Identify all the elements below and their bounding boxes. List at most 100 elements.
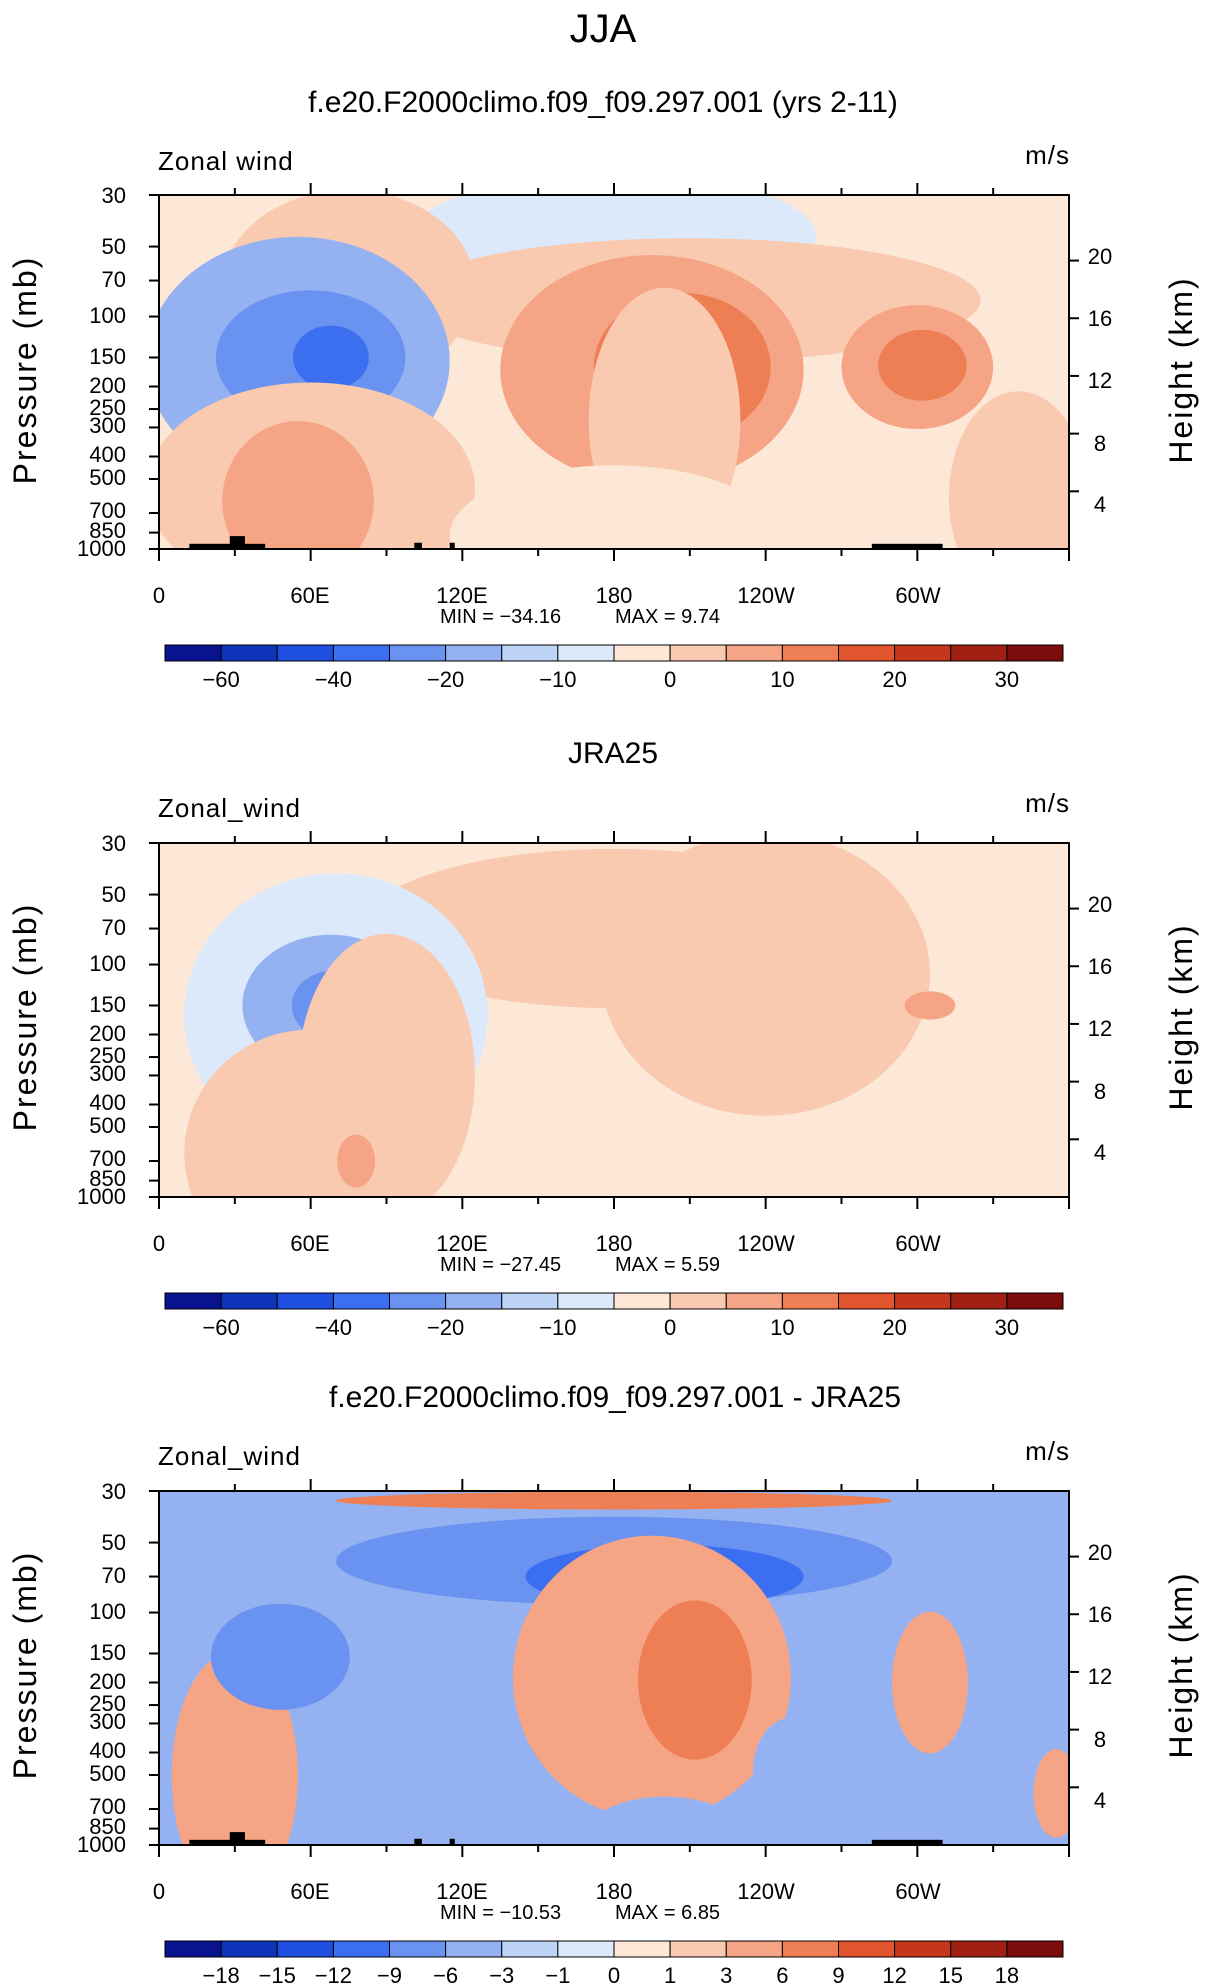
colorbar-label: −1 bbox=[545, 1963, 570, 1987]
colorbar-swatch bbox=[613, 1940, 671, 1958]
plot-area bbox=[149, 1479, 1079, 1857]
colorbar-swatch bbox=[389, 644, 447, 662]
variable-label: Zonal_wind bbox=[158, 1441, 301, 1471]
contour-region bbox=[335, 1491, 893, 1510]
colorbar-swatch bbox=[613, 1292, 671, 1310]
colorbar-label: −40 bbox=[315, 667, 352, 692]
colorbar-swatch bbox=[950, 1940, 1008, 1958]
contour-region bbox=[601, 843, 930, 1116]
colorbar-label: 3 bbox=[720, 1963, 732, 1987]
height-tick: 16 bbox=[1088, 1602, 1112, 1627]
colorbar-label: −40 bbox=[315, 1315, 352, 1340]
longitude-tick: 180 bbox=[596, 1879, 633, 1904]
pressure-tick: 50 bbox=[102, 1530, 126, 1555]
colorbar-swatch bbox=[781, 644, 839, 662]
colorbar-label: −9 bbox=[377, 1963, 402, 1987]
pressure-tick: 70 bbox=[102, 267, 126, 292]
height-axis-label: Height (km) bbox=[1163, 1571, 1199, 1758]
colorbar-swatch bbox=[781, 1940, 839, 1958]
contour-region bbox=[337, 1134, 376, 1188]
colorbar-swatch bbox=[164, 1940, 222, 1958]
pressure-tick-labels: 30 50 70 100 150 200 250 300 400 500 700… bbox=[77, 831, 126, 1209]
panel-title: f.e20.F2000climo.f09_f09.297.001 (yrs 2-… bbox=[308, 86, 898, 119]
pressure-tick: 100 bbox=[89, 951, 126, 976]
longitude-tick-labels: 0 60E 120E 180 120W 60W bbox=[153, 583, 941, 608]
contour-region bbox=[449, 465, 779, 549]
pressure-tick: 300 bbox=[89, 413, 126, 438]
colorbar-swatch bbox=[332, 1292, 390, 1310]
pressure-tick: 400 bbox=[89, 1090, 126, 1115]
colorbar-swatch bbox=[1006, 1292, 1064, 1310]
colorbar-swatch bbox=[725, 1940, 783, 1958]
colorbar-swatch bbox=[445, 1292, 503, 1310]
colorbar-swatch bbox=[220, 644, 278, 662]
colorbar-swatch bbox=[950, 1292, 1008, 1310]
colorbar-swatch bbox=[557, 644, 615, 662]
plot-area bbox=[149, 183, 1079, 561]
longitude-tick: 120W bbox=[737, 583, 795, 608]
colorbar-swatch bbox=[950, 644, 1008, 662]
pressure-tick: 850 bbox=[89, 1166, 126, 1191]
colorbar-swatch bbox=[332, 644, 390, 662]
colorbar-swatch bbox=[1006, 1940, 1064, 1958]
panel-model: f.e20.F2000climo.f09_f09.297.001 (yrs 2-… bbox=[7, 86, 1199, 692]
colorbar-swatch bbox=[389, 1292, 447, 1310]
colorbar-swatch bbox=[332, 1940, 390, 1958]
min-value-label: MIN = −27.45 bbox=[440, 1254, 561, 1276]
colorbar-label: −12 bbox=[315, 1963, 352, 1987]
colorbar-label: −3 bbox=[489, 1963, 514, 1987]
colorbar-label: −20 bbox=[427, 667, 464, 692]
longitude-tick: 0 bbox=[153, 1879, 165, 1904]
colorbar-label: 30 bbox=[995, 667, 1019, 692]
min-value-label: MIN = −34.16 bbox=[440, 606, 561, 628]
height-tick: 20 bbox=[1088, 892, 1112, 917]
colorbar-swatch bbox=[501, 1292, 559, 1310]
longitude-tick-labels: 0 60E 120E 180 120W 60W bbox=[153, 1879, 941, 1904]
colorbar: −60 −40 −20 −10 0 10 20 30 bbox=[164, 1292, 1064, 1340]
colorbar-swatch bbox=[276, 1292, 334, 1310]
pressure-tick: 1000 bbox=[77, 1184, 126, 1209]
units-label: m/s bbox=[1025, 788, 1070, 818]
pressure-tick: 700 bbox=[89, 498, 126, 523]
colorbar-swatch bbox=[445, 1940, 503, 1958]
height-tick-labels: 20 16 12 8 4 bbox=[1088, 244, 1112, 517]
colorbar-swatch bbox=[669, 644, 727, 662]
height-tick: 12 bbox=[1088, 1664, 1112, 1689]
pressure-tick: 300 bbox=[89, 1061, 126, 1086]
pressure-tick: 850 bbox=[89, 518, 126, 543]
contour-region bbox=[904, 991, 956, 1020]
topography-mask bbox=[871, 543, 943, 549]
pressure-axis-label: Pressure (mb) bbox=[7, 1551, 43, 1780]
topography-mask bbox=[189, 543, 266, 549]
pressure-tick: 500 bbox=[89, 1113, 126, 1138]
colorbar-swatch bbox=[1006, 644, 1064, 662]
pressure-tick-labels: 30 50 70 100 150 200 250 300 400 500 700… bbox=[77, 183, 126, 561]
longitude-tick: 120E bbox=[436, 1231, 487, 1256]
pressure-tick: 700 bbox=[89, 1794, 126, 1819]
longitude-tick-labels: 0 60E 120E 180 120W 60W bbox=[153, 1231, 941, 1256]
height-tick: 8 bbox=[1094, 1079, 1106, 1104]
colorbar-label: 30 bbox=[995, 1315, 1019, 1340]
colorbar-swatch bbox=[725, 1292, 783, 1310]
colorbar-swatch bbox=[220, 1292, 278, 1310]
panel-difference: f.e20.F2000climo.f09_f09.297.001 - JRA25… bbox=[7, 1381, 1199, 1987]
pressure-tick: 400 bbox=[89, 1738, 126, 1763]
contour-region bbox=[1033, 1749, 1069, 1838]
contour-region bbox=[588, 1796, 741, 1845]
colorbar-label: 6 bbox=[776, 1963, 788, 1987]
contour-region bbox=[753, 1717, 829, 1825]
pressure-tick: 250 bbox=[89, 1043, 126, 1068]
pressure-tick: 150 bbox=[89, 344, 126, 369]
height-axis-label: Height (km) bbox=[1163, 923, 1199, 1110]
height-axis-label: Height (km) bbox=[1163, 276, 1199, 463]
pressure-tick: 250 bbox=[89, 1691, 126, 1716]
pressure-tick: 200 bbox=[89, 1669, 126, 1694]
colorbar-swatch bbox=[725, 644, 783, 662]
longitude-tick: 60E bbox=[290, 583, 329, 608]
topography-mask bbox=[871, 1839, 943, 1845]
variable-label: Zonal wind bbox=[158, 146, 294, 176]
colorbar-swatch bbox=[669, 1292, 727, 1310]
colorbar-label: 12 bbox=[882, 1963, 906, 1987]
pressure-tick: 150 bbox=[89, 992, 126, 1017]
